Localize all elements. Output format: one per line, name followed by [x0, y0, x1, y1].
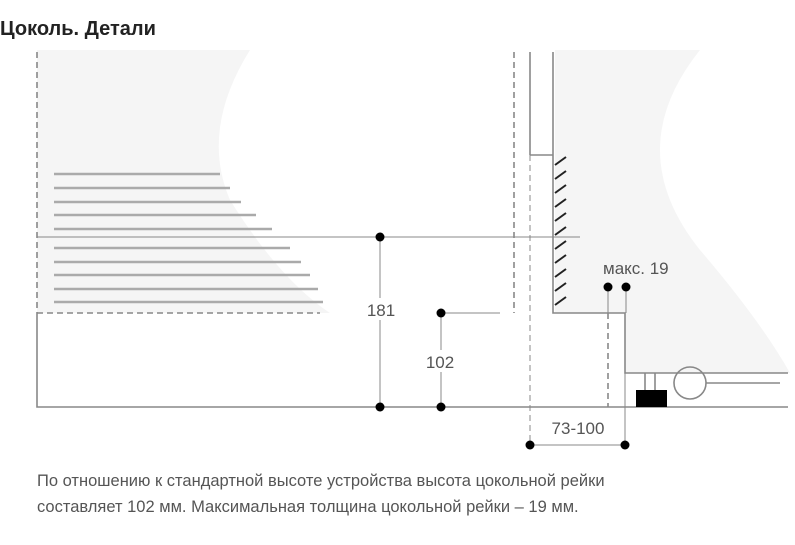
- page-title: Цоколь. Детали: [0, 18, 156, 40]
- dimension-max-19: макс. 19: [603, 259, 669, 278]
- wall-hatching: [554, 156, 567, 306]
- dimension-102: 102: [426, 353, 454, 372]
- outline: [36, 52, 788, 446]
- dimension-dots: [375, 232, 631, 450]
- dimension-181: 181: [367, 301, 395, 320]
- background-shade: [37, 50, 790, 373]
- hatch-lines: [54, 172, 323, 304]
- description-line-1: По отношению к стандартной высоте устрой…: [37, 472, 605, 490]
- description: По отношению к стандартной высоте устрой…: [37, 468, 795, 520]
- foot: [636, 390, 667, 407]
- description-line-2: составляет 102 мм. Максимальная толщина …: [37, 498, 579, 516]
- dimension-73-100: 73-100: [552, 419, 605, 438]
